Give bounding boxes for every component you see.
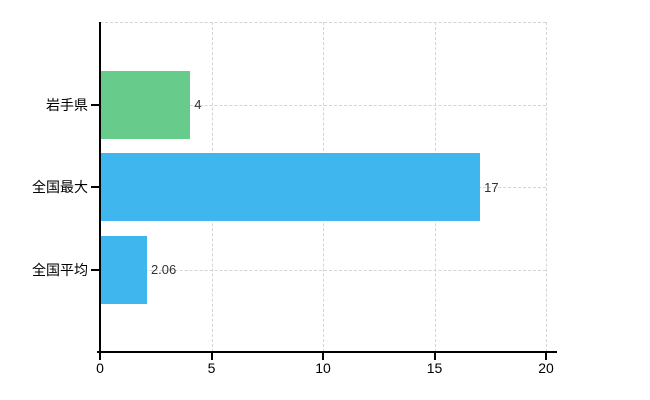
x-tick-label: 0 xyxy=(96,360,104,376)
x-tick-label: 10 xyxy=(315,360,331,376)
bar-iwate xyxy=(101,70,191,139)
bar-value-label: 4 xyxy=(194,97,202,112)
bar-value-label: 17 xyxy=(484,179,499,195)
y-axis-line xyxy=(99,22,101,353)
x-tick-label: 20 xyxy=(538,360,554,376)
bar-value-label: 2.06 xyxy=(150,262,177,277)
x-tick-label: 15 xyxy=(426,360,443,376)
x-tick xyxy=(210,353,213,360)
x-tick xyxy=(322,353,324,360)
x-tick xyxy=(99,353,101,360)
plot-area: 4 17 2.06 xyxy=(100,22,547,352)
x-tick xyxy=(545,353,547,360)
x-axis-line xyxy=(97,351,557,353)
y-tick xyxy=(91,104,99,106)
x-tick-label: 5 xyxy=(207,360,216,376)
category-label-iwate: 岩手県 xyxy=(46,97,88,113)
x-tick xyxy=(433,353,436,360)
y-tick xyxy=(91,269,99,271)
bar-row: 4 xyxy=(101,70,202,139)
bar-national-average xyxy=(101,235,147,304)
category-label-national-average: 全国平均 xyxy=(32,262,88,278)
category-label-national-max: 全国最大 xyxy=(32,179,88,195)
bar-row: 2.06 xyxy=(101,235,177,304)
bar-row: 17 xyxy=(101,153,499,221)
y-tick xyxy=(91,186,99,188)
gridline-vertical-20 xyxy=(546,22,547,352)
bar-national-max xyxy=(101,153,481,221)
